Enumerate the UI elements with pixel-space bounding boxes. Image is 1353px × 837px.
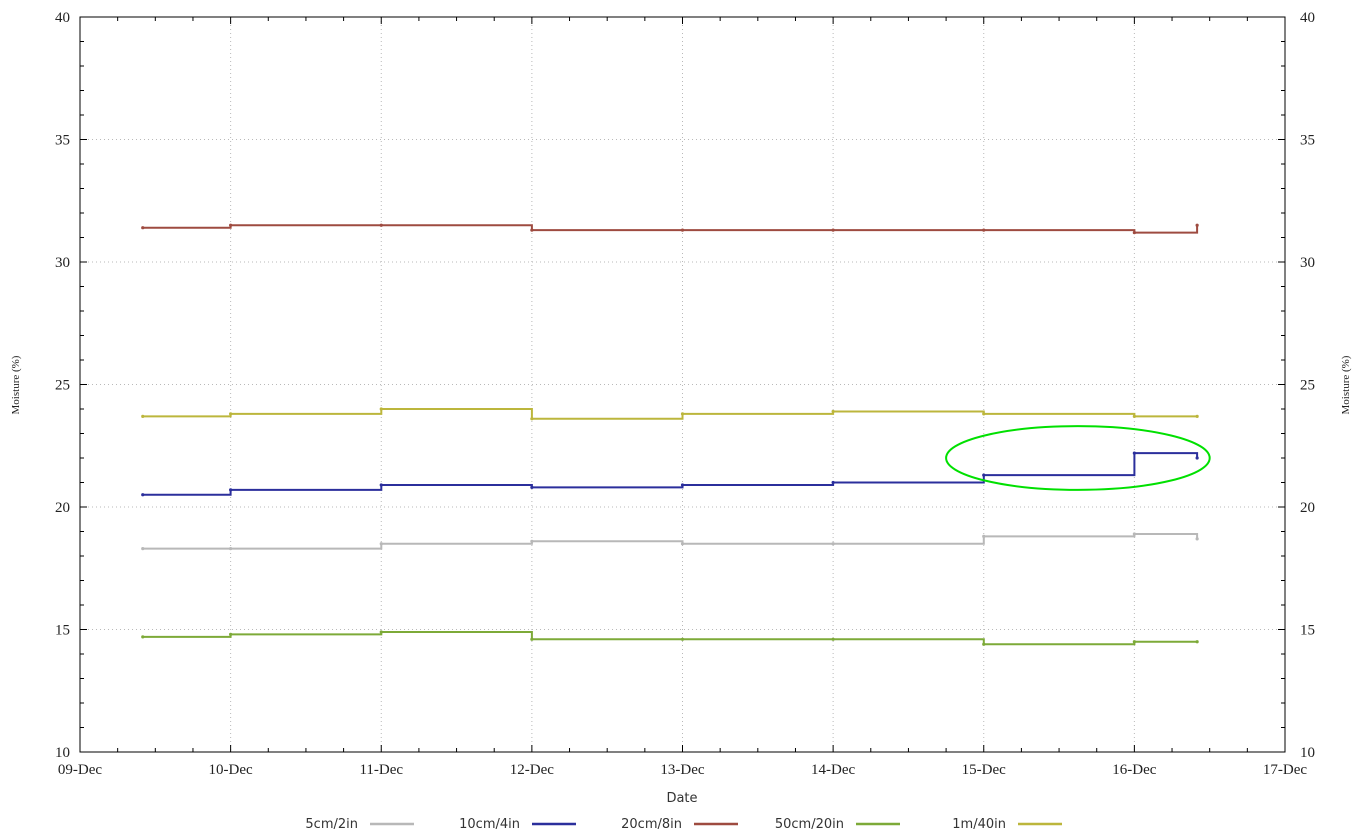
y-tick-label-right: 25: [1300, 378, 1315, 394]
data-point: [229, 488, 233, 492]
highlight-ellipse: [945, 425, 1211, 491]
data-point: [1132, 451, 1136, 455]
data-point: [141, 547, 145, 551]
y-tick-label-left: 40: [55, 10, 70, 26]
gridlines: [80, 17, 1285, 752]
data-point: [229, 223, 233, 227]
legend-label: 20cm/8in: [621, 817, 682, 832]
legend: 5cm/2in 10cm/4in 20cm/8in 50cm/20in 1m/40in: [305, 817, 1062, 832]
y-tick-label-right: 35: [1300, 133, 1315, 149]
y-tick-label-right: 40: [1300, 10, 1315, 26]
y-axis-right: 10 15 20 25 30 35 40: [1278, 10, 1315, 761]
data-point: [530, 485, 534, 489]
y-tick-label-left: 35: [55, 133, 70, 149]
data-point: [141, 635, 145, 639]
x-axis-title: Date: [666, 791, 697, 806]
y-tick-label-left: 25: [55, 378, 70, 394]
legend-label: 5cm/2in: [305, 817, 358, 832]
data-point: [982, 642, 986, 646]
x-tick-label: 16-Dec: [1112, 762, 1156, 778]
y-tick-label-right: 15: [1300, 623, 1315, 639]
data-point: [141, 414, 145, 418]
data-point: [141, 493, 145, 497]
data-point: [229, 632, 233, 637]
x-tick-label: 09-Dec: [58, 762, 102, 778]
x-axis: 09-Dec 10-Dec 11-Dec 12-Dec 13-Dec 14-Dec 15-D…: [58, 17, 1307, 778]
y-axis-left: 10 15 20 25 30 35 40: [55, 10, 87, 761]
data-point: [982, 473, 986, 477]
series-line-5: [142, 408, 1198, 420]
data-point: [680, 228, 685, 232]
data-point: [680, 483, 685, 487]
annotations: [945, 425, 1211, 491]
y-tick-label-right: 10: [1300, 745, 1315, 761]
data-point: [1132, 231, 1136, 235]
series-line-4: [142, 631, 1198, 646]
y-tick-label-left: 20: [55, 500, 70, 516]
data-point: [982, 228, 986, 232]
data-point: [831, 480, 835, 485]
data-point: [229, 412, 233, 416]
data-point: [1132, 640, 1136, 644]
x-tick-label: 11-Dec: [359, 762, 403, 778]
y-tick-label-right: 20: [1300, 500, 1315, 516]
series-line-3: [142, 224, 1199, 234]
data-point: [680, 412, 685, 416]
data-point: [831, 228, 835, 232]
data-point: [831, 637, 835, 641]
x-tick-label: 13-Dec: [660, 762, 704, 778]
y-tick-label-left: 30: [55, 255, 70, 271]
legend-label: 1m/40in: [952, 817, 1006, 832]
data-point: [1195, 640, 1199, 644]
x-tick-label: 14-Dec: [811, 762, 855, 778]
series-line-1: [142, 533, 1199, 550]
data-point: [379, 542, 383, 546]
data-point: [831, 409, 835, 414]
legend-label: 10cm/4in: [459, 817, 520, 832]
data-point: [229, 547, 233, 551]
data-point: [1195, 537, 1199, 541]
y-axis-title-right: Moisture (%): [1340, 355, 1352, 414]
data-point: [1195, 456, 1199, 460]
data-point: [982, 412, 986, 416]
data-point: [1195, 414, 1199, 418]
data-point: [1195, 223, 1199, 227]
data-point: [530, 417, 534, 421]
legend-label: 50cm/20in: [775, 817, 844, 832]
data-point: [530, 539, 534, 543]
data-point: [982, 534, 986, 539]
data-point: [379, 483, 383, 487]
data-point: [680, 637, 685, 641]
x-tick-label: 10-Dec: [209, 762, 253, 778]
data-point: [680, 542, 685, 546]
y-tick-label-left: 10: [55, 745, 70, 761]
data-point: [141, 226, 145, 230]
y-axis-title-left: Moisture (%): [10, 355, 22, 414]
x-tick-label: 15-Dec: [962, 762, 1006, 778]
x-tick-label: 12-Dec: [510, 762, 554, 778]
data-point: [831, 542, 835, 546]
data-point: [1132, 414, 1136, 418]
x-tick-label: 17-Dec: [1263, 762, 1307, 778]
data-point: [379, 630, 383, 634]
data-point: [379, 407, 383, 411]
y-tick-label-right: 30: [1300, 255, 1315, 271]
y-tick-label-left: 15: [55, 623, 70, 639]
series-lines: [141, 223, 1199, 646]
data-point: [379, 223, 383, 227]
data-point: [530, 637, 534, 641]
data-point: [530, 228, 534, 232]
data-point: [1132, 532, 1136, 536]
